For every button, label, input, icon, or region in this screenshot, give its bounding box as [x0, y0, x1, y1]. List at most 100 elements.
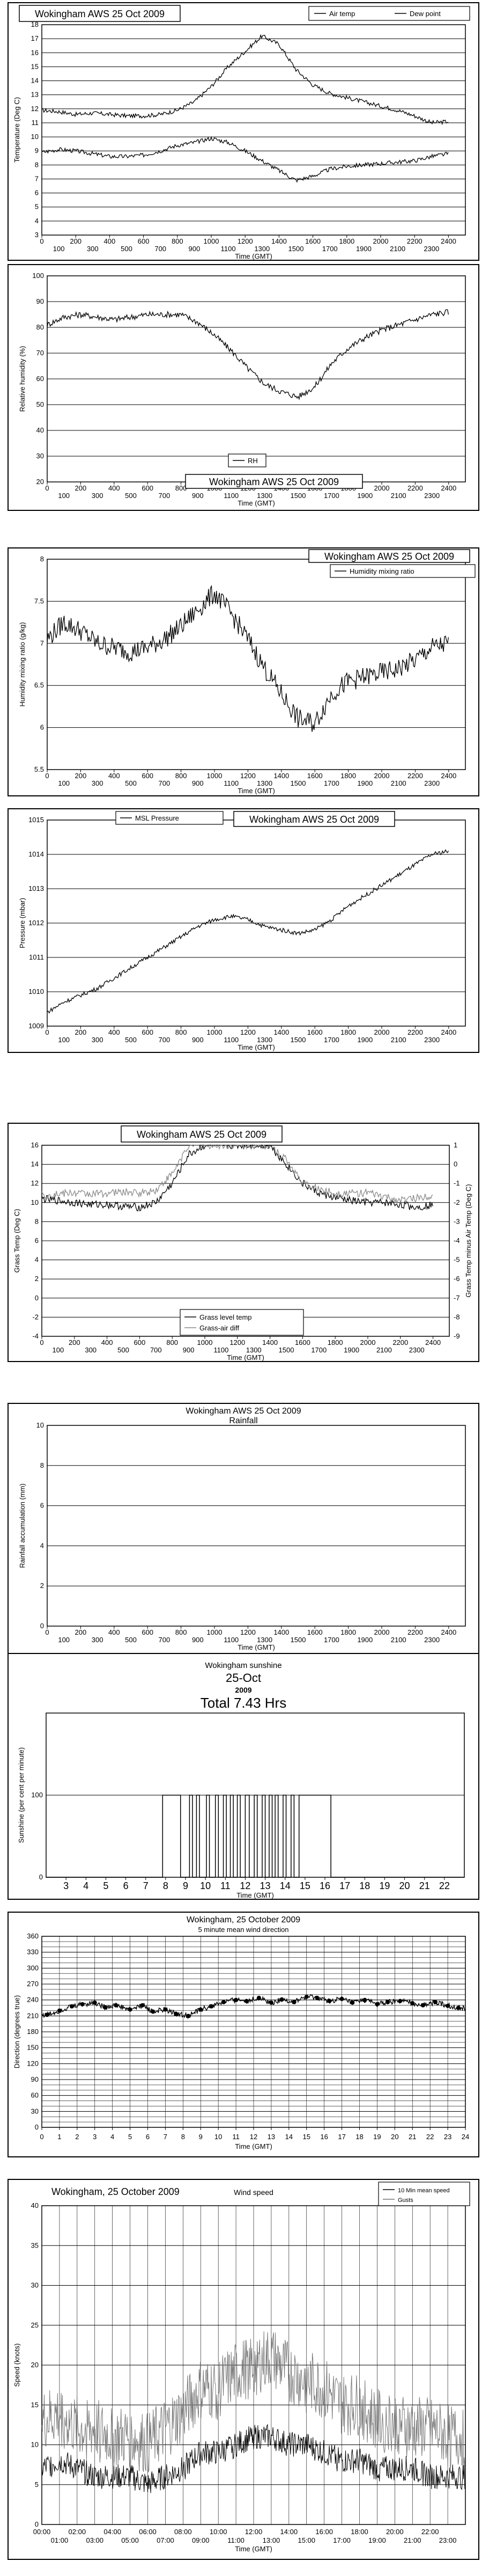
y-tick-label: 90 [36, 297, 44, 305]
x-tick-label-lower: 2300 [424, 779, 440, 787]
x-tick-label-lower: 2100 [390, 245, 405, 253]
y2-tick-label: 0 [454, 1160, 457, 1168]
x-tick-label-lower: 2100 [391, 779, 406, 787]
x-tick-label-lower: 1500 [291, 779, 306, 787]
legend-box [330, 564, 476, 578]
x-tick-label-lower: 500 [121, 245, 132, 253]
y-tick-label: 18 [31, 20, 39, 28]
x-tick-label-lower: 900 [192, 779, 204, 787]
x-tick-label-upper: 2200 [407, 1028, 423, 1036]
y-tick-label: 30 [31, 2107, 39, 2115]
x-tick-label-lower: 1300 [246, 1346, 262, 1354]
y-tick-label: 1009 [28, 1022, 44, 1030]
x-tick-label-lower: 700 [159, 1636, 171, 1644]
x-tick-label: 15 [303, 2133, 310, 2141]
y-tick-label: 9 [35, 147, 39, 155]
y-tick-label: 120 [27, 2059, 39, 2067]
legend-label-1: Grass-air diff [199, 1324, 240, 1332]
series-line-0 [41, 1144, 433, 1212]
chart-sunshine: 0 100 3 4 5 6 7 8 9 10 11 12 13 14 15 16 17 18 19 20 21 22 Tim… [8, 1653, 479, 1900]
x-tick-label: 4 [110, 2133, 114, 2141]
x-tick-label-upper: 400 [108, 1628, 120, 1636]
y-tick-label: 6 [35, 189, 39, 197]
x-tick-label-upper: 200 [75, 484, 87, 492]
x-tick-label-lower: 700 [159, 779, 171, 787]
plot-frame [47, 1425, 466, 1627]
x-tick-label-lower: 300 [92, 492, 103, 500]
x-tick-label-lower: 2100 [391, 492, 406, 500]
x-tick-label-lower: 2100 [391, 1036, 406, 1044]
title-box [308, 549, 470, 563]
x-tick-label-upper: 06:00 [139, 2528, 157, 2536]
x-tick-label: 9 [199, 2133, 203, 2141]
y-tick-label: 16 [31, 48, 39, 56]
series-line-0 [47, 584, 449, 732]
chart-subtitle: 5 minute mean wind direction [198, 1926, 288, 1934]
x-tick-label-upper: 1200 [240, 772, 256, 780]
x-tick-label-upper: 800 [175, 484, 187, 492]
x-tick-label: 20 [391, 2133, 398, 2141]
x-tick-label-upper: 1200 [229, 1338, 245, 1346]
y2-tick-label: -5 [454, 1256, 460, 1264]
y-tick-label: 0 [35, 1294, 39, 1302]
x-tick-label-upper: 1800 [340, 1028, 356, 1036]
x-tick-label: 2 [75, 2133, 79, 2141]
x-tick-label-lower: 1700 [324, 1036, 339, 1044]
y2-tick-label: -6 [454, 1275, 460, 1283]
y-axis-label: Pressure (mbar) [18, 898, 26, 948]
x-tick-label-lower: 500 [125, 779, 137, 787]
x-tick-label-lower: 900 [192, 492, 204, 500]
y-tick-label: 25 [31, 2321, 39, 2329]
x-tick-label: 14 [280, 1880, 291, 1891]
y-tick-label: 2 [40, 1582, 44, 1590]
y-tick-label: 0 [39, 1873, 43, 1881]
x-tick-label-upper: 1600 [307, 772, 323, 780]
x-axis-label: Time (GMT) [238, 1643, 275, 1651]
x-tick-label: 4 [83, 1880, 88, 1891]
x-axis-label: Time (GMT) [238, 787, 275, 795]
legend-box [308, 6, 470, 21]
x-axis-label: Time (GMT) [236, 1891, 274, 1899]
x-tick-label-lower: 15:00 [298, 2536, 315, 2544]
x-tick-label-upper: 1600 [307, 1028, 323, 1036]
y-tick-label: 40 [31, 2201, 39, 2209]
y-tick-label: 4 [35, 1256, 39, 1264]
x-tick-label-upper: 1000 [207, 1628, 223, 1636]
y-tick-label: 90 [31, 2075, 39, 2083]
x-tick-label: 0 [40, 2133, 43, 2141]
y-tick-label: 6.5 [34, 681, 44, 689]
x-tick-label: 1 [57, 2133, 61, 2141]
y-tick-label: 8 [40, 1461, 44, 1469]
x-tick-label-lower: 1500 [291, 1636, 306, 1644]
legend-label-0: Grass level temp [199, 1313, 252, 1321]
x-tick-label-lower: 01:00 [51, 2536, 69, 2544]
x-tick-label-lower: 500 [117, 1346, 129, 1354]
chart-wind-direction: 0 30 60 90 120 150 180 210 240 270 300 330 360 0 1 2 3 4 5… [8, 1912, 479, 2157]
legend-label-1: Dew point [410, 10, 441, 18]
x-tick-label: 7 [143, 1880, 149, 1891]
y-tick-label: -2 [32, 1313, 39, 1321]
x-tick-label-lower: 1500 [291, 492, 306, 500]
y-tick-label: 330 [27, 1948, 39, 1956]
y2-tick-label: -1 [454, 1179, 460, 1187]
x-tick-label-lower: 1700 [322, 245, 338, 253]
y-tick-label: 10 [31, 2441, 39, 2449]
y-tick-label: 8 [35, 1217, 39, 1225]
y-tick-label: 7 [40, 639, 44, 647]
x-tick-label-upper: 2000 [374, 772, 390, 780]
x-tick-label-lower: 2300 [424, 245, 439, 253]
x-tick-label-upper: 200 [75, 1628, 87, 1636]
x-tick-label-lower: 2300 [424, 492, 440, 500]
x-tick-label-lower: 300 [87, 245, 99, 253]
x-tick-label-lower: 07:00 [157, 2536, 174, 2544]
y-tick-label: 80 [36, 323, 44, 331]
x-tick-label: 15 [300, 1880, 310, 1891]
x-tick-label-lower: 2300 [409, 1346, 425, 1354]
legend-label-0: 10 Min mean speed [398, 2187, 450, 2194]
x-tick-label-upper: 1200 [240, 1628, 256, 1636]
x-tick-label: 3 [93, 2133, 97, 2141]
x-tick-label-lower: 1300 [257, 1636, 272, 1644]
x-tick-label-upper: 600 [142, 484, 153, 492]
